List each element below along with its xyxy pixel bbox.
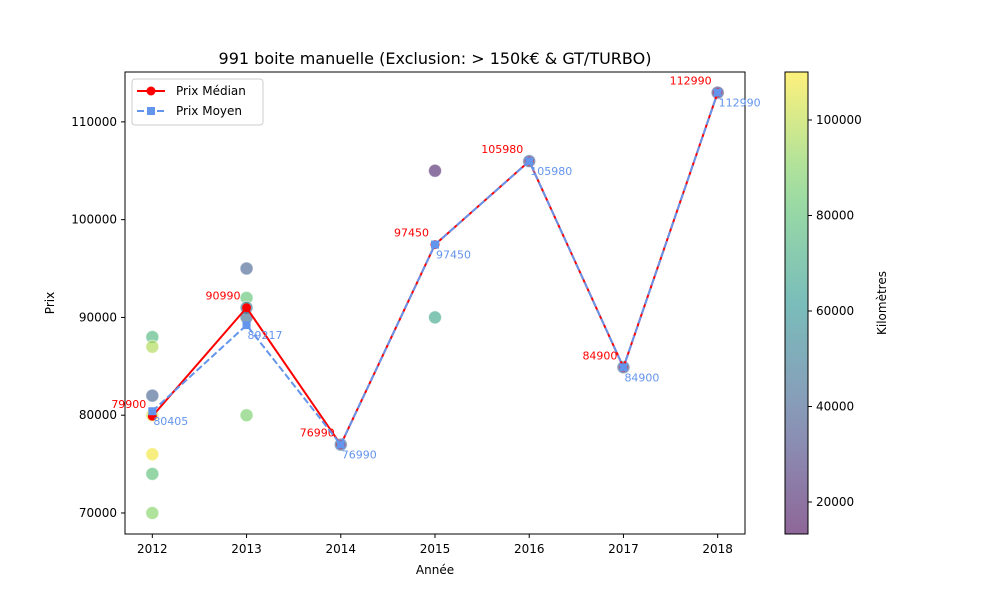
x-tick-label: 2015 <box>420 542 451 556</box>
y-tick-label: 80000 <box>79 408 117 422</box>
mean-marker <box>148 407 157 416</box>
y-tick-label: 110000 <box>71 115 117 129</box>
median-marker <box>242 303 252 313</box>
colorbar-tick-label: 80000 <box>816 208 854 222</box>
mean-marker <box>713 88 722 97</box>
colorbar-tick-label: 20000 <box>816 495 854 509</box>
median-data-label: 105980 <box>481 143 523 156</box>
scatter-point <box>428 163 442 178</box>
x-axis-label: Année <box>416 563 454 577</box>
mean-data-label: 112990 <box>719 97 761 110</box>
x-tick-label: 2014 <box>326 542 357 556</box>
series-line-median <box>151 92 719 447</box>
scatter-point <box>145 339 160 354</box>
legend: Prix Médian Prix Moyen <box>131 78 264 126</box>
mean-marker <box>242 321 251 330</box>
mean-marker <box>525 157 534 166</box>
scatter-point <box>145 505 160 520</box>
legend-label: Prix Médian <box>176 84 246 98</box>
x-tick-label: 2018 <box>702 542 733 556</box>
mean-marker <box>431 240 439 249</box>
colorbar-tick-label: 40000 <box>816 400 854 414</box>
colorbar-tick-label: 60000 <box>816 304 854 318</box>
legend-label: Prix Moyen <box>176 104 242 118</box>
mean-data-label: 97450 <box>436 249 471 262</box>
median-data-label: 84900 <box>582 349 617 362</box>
scatter-point <box>145 466 160 481</box>
plot-frame <box>124 71 746 535</box>
median-data-label: 76990 <box>300 427 335 440</box>
chart-title: 991 boite manuelle (Exclusion: > 150k€ &… <box>219 49 652 68</box>
series-line-mean <box>151 92 719 447</box>
y-tick-label: 70000 <box>79 506 117 520</box>
x-tick-label: 2016 <box>514 542 545 556</box>
colorbar-label: Kilomètres <box>875 271 889 335</box>
legend-marker <box>147 107 155 115</box>
x-tick-label: 2013 <box>231 542 262 556</box>
mean-data-label: 76990 <box>342 449 377 462</box>
y-axis-label: Prix <box>43 292 57 314</box>
median-data-label: 112990 <box>670 75 712 88</box>
mean-data-label: 80405 <box>153 415 188 428</box>
mean-marker <box>336 440 345 449</box>
mean-data-label: 89217 <box>248 329 283 342</box>
legend-marker <box>146 86 156 96</box>
y-tick-label: 100000 <box>71 213 117 227</box>
y-tick-label: 90000 <box>79 310 117 324</box>
mean-data-label: 84900 <box>624 371 659 384</box>
mean-data-label: 105980 <box>530 165 572 178</box>
mean-marker <box>619 363 628 372</box>
median-data-label: 97450 <box>394 227 429 240</box>
x-tick-label: 2012 <box>137 542 168 556</box>
scatter-point <box>239 408 254 423</box>
scatter-point <box>145 388 160 403</box>
scatter-point <box>145 447 160 462</box>
median-data-label: 79900 <box>111 398 146 411</box>
median-data-label: 90990 <box>206 290 241 303</box>
scatter-point <box>428 310 442 325</box>
scatter-point <box>239 261 254 276</box>
colorbar-tick-label: 100000 <box>816 113 862 127</box>
colorbar <box>784 71 809 535</box>
x-tick-label: 2017 <box>608 542 639 556</box>
